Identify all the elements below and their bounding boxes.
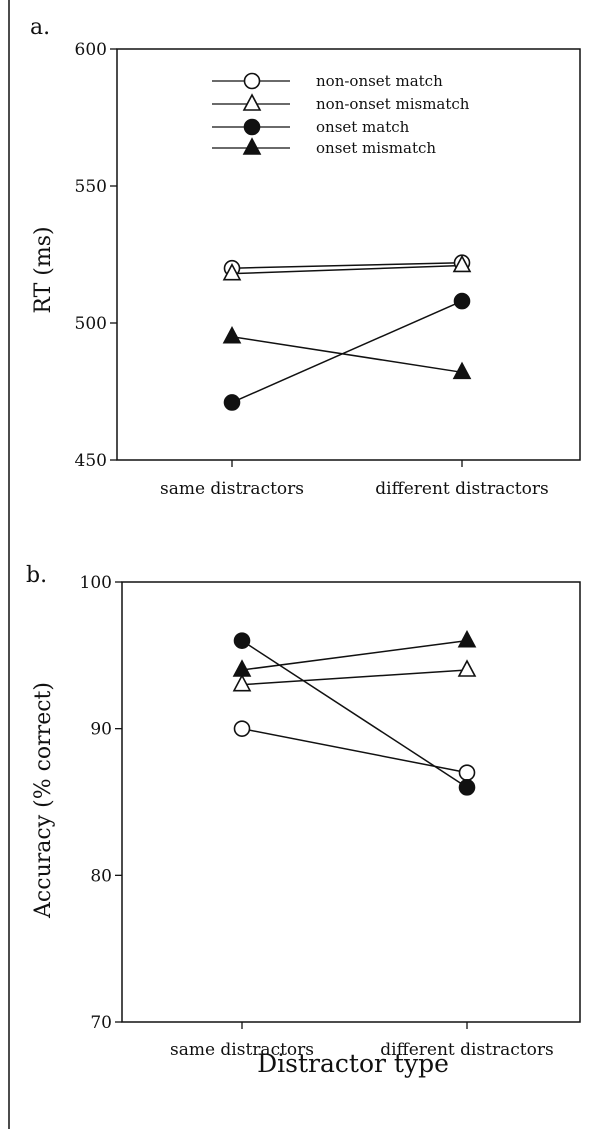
panel-b-x-axis-title: Distractor type [257, 1049, 449, 1078]
panel-b-plot-frame [121, 581, 581, 1023]
panel-b-point-non-onset-match-same-distractors [233, 720, 251, 737]
panel-a-y-tick-label-550: 550 [75, 177, 107, 197]
panel-b-point-non-onset-match-different-distractors [458, 764, 476, 781]
panel-a-series-line-onset-mismatch [231, 335, 463, 374]
panel-b-point-onset-mismatch-different-distractors [457, 629, 477, 648]
panel-b-chart: 70 80 90 100 same distractors different distr… [80, 573, 581, 1060]
legend-label-non-onset-mismatch: non-onset mismatch [316, 95, 470, 113]
panel-b-y-tick-label-100: 100 [80, 573, 112, 593]
panel-a-y-tick-label-450: 450 [75, 451, 107, 471]
panel-b-y-tick-label-90: 90 [90, 720, 112, 740]
panel-b-series-line-onset-match [241, 640, 468, 788]
panel-b-point-non-onset-mismatch-same-distractors [232, 673, 252, 692]
panel-a-y-axis-title: RT (ms) [31, 226, 56, 313]
panel-b-x-tick-label-same-distractors: same distractors [170, 1040, 314, 1060]
panel-a-point-non-onset-mismatch-same-distractors [222, 262, 242, 281]
panel-b-y-tick-label-80: 80 [90, 866, 112, 886]
panel-a-label: a. [30, 15, 50, 40]
panel-b-series-line-onset-mismatch [241, 639, 468, 671]
panel-a-point-onset-mismatch-same-distractors [222, 326, 242, 344]
panel-a-point-onset-match-different-distractors [453, 292, 471, 310]
panel-a-series-line-onset-match [231, 300, 463, 404]
panel-a-chart: 450 500 550 600 same distractors different di… [75, 40, 581, 499]
panel-b-point-onset-mismatch-same-distractors [232, 659, 252, 677]
panel-b-point-onset-match-different-distractors [458, 779, 476, 796]
legend-marker-onset-mismatch [242, 137, 262, 155]
panel-b-point-onset-match-same-distractors [233, 632, 251, 649]
legend-marker-non-onset-match [243, 72, 261, 90]
panel-b-y-tick-label-70: 70 [90, 1013, 112, 1033]
legend-label-non-onset-match: non-onset match [316, 72, 443, 90]
panel-b-point-non-onset-mismatch-different-distractors [457, 659, 477, 677]
legend-marker-non-onset-mismatch [242, 93, 262, 111]
panel-a-x-tick-label-same-distractors: same distractors [160, 479, 304, 499]
legend-label-onset-match: onset match [316, 118, 410, 136]
panel-b-x-tick-label-different-distractors: different distractors [380, 1040, 553, 1060]
panel-a-series-line-non-onset-mismatch [231, 264, 463, 275]
panel-a-plot-frame [116, 48, 581, 461]
panel-a-point-non-onset-mismatch-different-distractors [452, 254, 472, 273]
panel-b-series-line-non-onset-mismatch [241, 669, 468, 686]
panel-a-series-line-non-onset-match [231, 261, 463, 269]
panel-a-y-tick-label-500: 500 [75, 314, 107, 334]
panel-b-label: b. [26, 563, 47, 588]
panel-a-y-tick-label-600: 600 [75, 40, 107, 60]
panel-b-y-axis-title: Accuracy (% correct) [31, 682, 56, 919]
legend-marker-onset-match [243, 118, 261, 136]
panel-a-point-onset-mismatch-different-distractors [452, 361, 472, 380]
panel-a-point-onset-match-same-distractors [223, 394, 241, 411]
panel-a-x-tick-label-different-distractors: different distractors [375, 479, 548, 499]
legend-label-onset-mismatch: onset mismatch [316, 139, 436, 157]
panel-b-series-line-non-onset-match [241, 727, 468, 774]
